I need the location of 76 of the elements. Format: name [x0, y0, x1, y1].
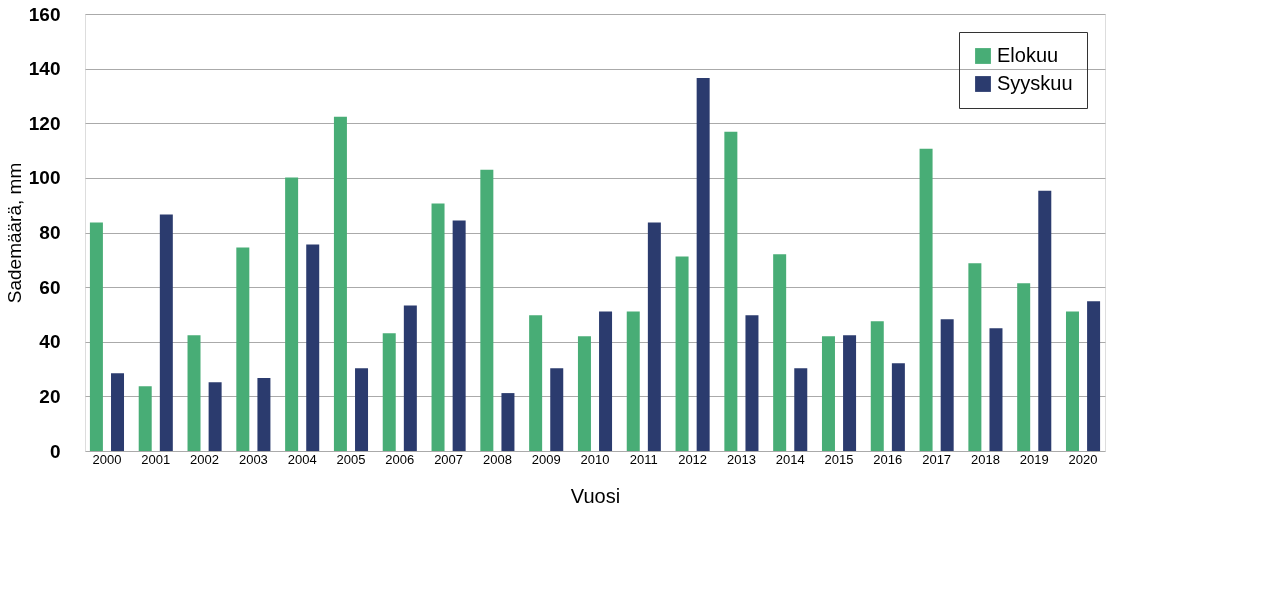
- y-tick-label: 120: [28, 112, 61, 134]
- bar: [333, 116, 347, 451]
- y-tick-label: 20: [39, 385, 61, 407]
- bar: [675, 256, 689, 451]
- bar: [480, 169, 494, 451]
- bar: [403, 305, 417, 451]
- y-tick-label: 100: [28, 167, 61, 189]
- x-tick-label: 2015: [824, 451, 854, 467]
- bar: [919, 148, 933, 451]
- x-tick-label: 2013: [726, 451, 756, 467]
- x-tick-label: 2010: [580, 451, 610, 467]
- bar: [940, 319, 954, 451]
- bar: [431, 203, 445, 451]
- x-tick-label: 2003: [238, 451, 268, 467]
- bar: [599, 311, 613, 451]
- y-tick-label: 80: [39, 222, 61, 243]
- x-tick-label: 2007: [434, 451, 464, 467]
- legend-label: Elokuu: [997, 44, 1059, 66]
- bar: [724, 131, 738, 451]
- bar: [236, 247, 250, 451]
- bar: [843, 335, 857, 451]
- y-tick-label: 40: [39, 331, 61, 353]
- bar: [745, 315, 759, 451]
- bar: [647, 222, 661, 451]
- y-tick-label: 140: [28, 58, 61, 80]
- x-tick-label: 2005: [336, 451, 366, 467]
- x-tick-label: 2017: [922, 451, 952, 467]
- bar: [870, 321, 884, 451]
- bar: [577, 336, 591, 451]
- x-tick-label: 2004: [287, 451, 317, 467]
- bar: [355, 368, 369, 451]
- bar: [1017, 283, 1031, 451]
- bar: [382, 333, 396, 451]
- x-tick-label: 2001: [141, 451, 171, 467]
- x-tick-label: 2018: [970, 451, 1000, 467]
- x-tick-label: 2000: [92, 451, 122, 467]
- bar: [257, 378, 271, 451]
- bar: [1087, 301, 1101, 451]
- bar: [626, 311, 640, 451]
- bar: [891, 363, 905, 451]
- bar: [452, 220, 466, 451]
- bar: [1065, 311, 1079, 451]
- x-tick-label: 2016: [873, 451, 903, 467]
- x-tick-label: 2008: [482, 451, 512, 467]
- bar: [285, 177, 299, 451]
- bar: [501, 393, 515, 451]
- x-tick-label: 2009: [531, 451, 561, 467]
- x-tick-label: 2011: [629, 451, 658, 467]
- bar: [159, 214, 173, 451]
- x-tick-label: 2006: [385, 451, 415, 467]
- x-tick-label: 2002: [190, 451, 220, 467]
- x-axis-title: Vuosi: [570, 484, 621, 507]
- y-tick-label: 160: [28, 3, 61, 25]
- bar: [989, 328, 1003, 451]
- bar: [968, 263, 982, 451]
- bar: [773, 254, 787, 451]
- bar: [529, 315, 543, 451]
- bar: [696, 77, 710, 451]
- bar: [208, 382, 222, 451]
- bar: [306, 244, 320, 451]
- bar: [111, 373, 125, 451]
- legend-label: Syyskuu: [997, 72, 1073, 94]
- bar: [821, 336, 835, 451]
- y-tick-label: 0: [49, 440, 61, 462]
- x-tick-label: 2014: [775, 451, 805, 467]
- x-tick-label: 2019: [1019, 451, 1049, 467]
- bar: [89, 222, 103, 451]
- x-tick-label: 2012: [678, 451, 708, 467]
- bar: [1038, 190, 1052, 451]
- x-tick-label: 2020: [1068, 451, 1098, 467]
- bar: [138, 386, 152, 451]
- bar: [550, 368, 564, 451]
- bar: [794, 368, 808, 451]
- bar: [187, 335, 201, 451]
- y-tick-label: 60: [39, 276, 61, 298]
- y-axis-title: Sademäärä, mm: [3, 162, 25, 304]
